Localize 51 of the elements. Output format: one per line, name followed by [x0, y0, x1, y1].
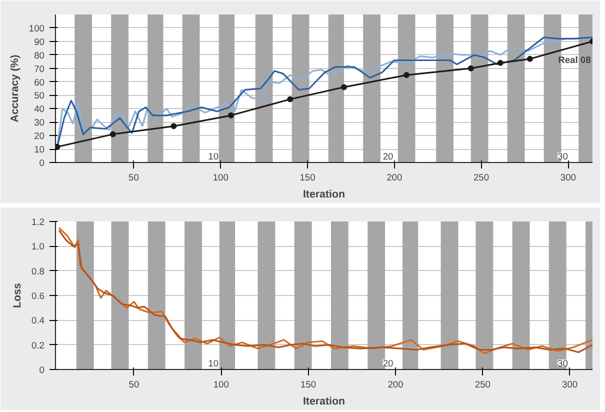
point [468, 65, 474, 72]
x-tick-label: 50 [128, 172, 139, 182]
annotation: 30 [558, 152, 568, 162]
x-axis-title: Iteration [302, 396, 346, 408]
x-axis-title: Iteration [302, 188, 346, 200]
y-tick-label: 0 [39, 158, 45, 168]
y-axis-title: Accuracy (%) [8, 54, 21, 122]
y-tick-label: 90 [34, 36, 45, 47]
x-tick-label: 300 [562, 380, 578, 390]
point [340, 84, 347, 90]
y-tick-label: 0.4 [32, 316, 44, 326]
y-tick-label: 0.2 [32, 340, 44, 350]
point [228, 112, 234, 118]
point [110, 131, 116, 138]
y-tick-label: 70 [34, 64, 45, 74]
x-tick-label: 100 [213, 380, 229, 390]
x-tick-label: 300 [560, 172, 576, 182]
y-tick-label: 0.8 [32, 266, 44, 276]
annotation: 10 [208, 152, 219, 162]
x-tick-label: 200 [386, 172, 402, 182]
x-tick-label: 250 [474, 380, 490, 390]
y-tick-label: 30 [34, 118, 45, 128]
y-tick-label: 100 [28, 23, 45, 34]
point [56, 144, 60, 150]
point [526, 56, 533, 62]
point [404, 72, 410, 78]
x-tick-label: 150 [300, 380, 316, 390]
y-tick-label: 20 [34, 131, 45, 142]
y-tick-label: 40 [34, 104, 45, 114]
x-tick-label: 250 [473, 172, 490, 182]
y-tick-label: 0.6 [32, 291, 44, 301]
y-tick-label: 1.2 [32, 217, 44, 227]
point [170, 123, 177, 130]
x-tick-label: 150 [300, 172, 316, 182]
annotation: 10 [208, 358, 219, 368]
y-axis-title: Loss [12, 282, 24, 308]
annotation: Real 08 [558, 54, 591, 65]
y-tick-label: 60 [34, 77, 45, 88]
y-tick-label: 10 [34, 144, 45, 155]
annotation: 30 [558, 358, 568, 368]
annotation: 20 [382, 358, 394, 368]
y-tick-label: 1.0 [32, 242, 44, 252]
x-tick-label: 200 [388, 380, 404, 390]
point [497, 60, 504, 66]
y-tick-label: 80 [34, 50, 45, 60]
point [287, 96, 294, 102]
y-tick-label: 50 [34, 90, 45, 101]
annotation: 20 [382, 152, 394, 162]
y-tick-label: 0 [39, 365, 45, 375]
x-tick-label: 100 [212, 172, 228, 182]
x-tick-label: 50 [128, 380, 140, 390]
